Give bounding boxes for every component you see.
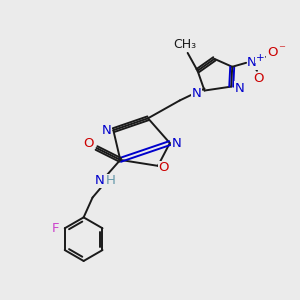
Text: N: N: [101, 124, 111, 137]
Text: N: N: [247, 56, 257, 69]
Text: F: F: [52, 222, 60, 235]
Text: ⁻: ⁻: [278, 44, 285, 56]
Text: +: +: [256, 53, 264, 63]
Text: CH₃: CH₃: [173, 38, 196, 52]
Text: O: O: [83, 136, 94, 150]
Text: N: N: [94, 174, 104, 187]
Text: O: O: [254, 72, 264, 85]
Text: O: O: [268, 46, 278, 59]
Text: N: N: [172, 136, 182, 150]
Text: N: N: [192, 87, 201, 100]
Text: O: O: [159, 161, 169, 174]
Text: H: H: [105, 174, 115, 187]
Text: N: N: [234, 82, 244, 95]
